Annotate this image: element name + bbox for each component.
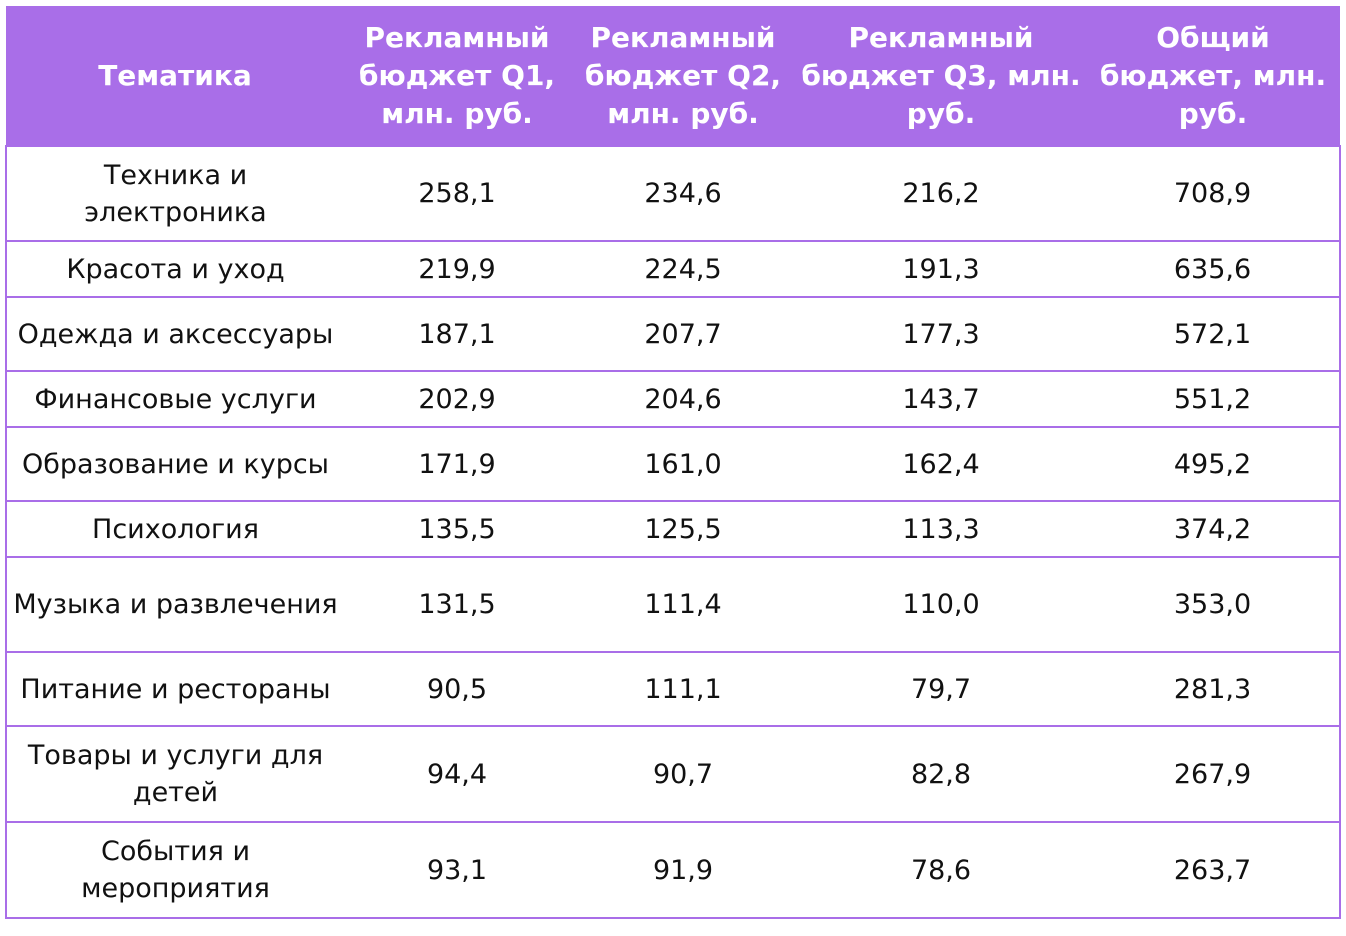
- q2-cell: 207,7: [570, 296, 796, 372]
- q2-cell: 91,9: [570, 821, 796, 919]
- q1-cell: 90,5: [344, 651, 570, 727]
- q2-cell: 204,6: [570, 370, 796, 428]
- topic-cell: Питание и рестораны: [5, 651, 344, 727]
- topic-cell: Одежда и аксессуары: [5, 296, 344, 372]
- header-q3-budget: Рекламный бюджет Q3, млн. руб.: [796, 6, 1086, 147]
- header-q1-budget: Рекламный бюджет Q1, млн. руб.: [344, 6, 570, 147]
- topic-cell: Техника и электроника: [5, 145, 344, 242]
- q3-cell: 177,3: [796, 296, 1086, 372]
- table-row: Психология 135,5 125,5 113,3 374,2: [5, 500, 1341, 558]
- q1-cell: 94,4: [344, 725, 570, 823]
- q1-cell: 135,5: [344, 500, 570, 558]
- q3-cell: 191,3: [796, 240, 1086, 298]
- q2-cell: 234,6: [570, 145, 796, 242]
- budget-table-container: Тематика Рекламный бюджет Q1, млн. руб. …: [5, 6, 1341, 919]
- table-row: Финансовые услуги 202,9 204,6 143,7 551,…: [5, 370, 1341, 428]
- total-cell: 551,2: [1086, 370, 1341, 428]
- total-cell: 495,2: [1086, 426, 1341, 502]
- table-row: Музыка и развлечения 131,5 111,4 110,0 3…: [5, 556, 1341, 653]
- total-cell: 635,6: [1086, 240, 1341, 298]
- table-row: События и мероприятия 93,1 91,9 78,6 263…: [5, 821, 1341, 919]
- header-topic: Тематика: [6, 6, 344, 147]
- total-cell: 267,9: [1086, 725, 1341, 823]
- topic-cell: Психология: [5, 500, 344, 558]
- q2-cell: 111,1: [570, 651, 796, 727]
- q2-cell: 90,7: [570, 725, 796, 823]
- q1-cell: 258,1: [344, 145, 570, 242]
- table-row: Красота и уход 219,9 224,5 191,3 635,6: [5, 240, 1341, 298]
- q2-cell: 161,0: [570, 426, 796, 502]
- total-cell: 281,3: [1086, 651, 1341, 727]
- q3-cell: 143,7: [796, 370, 1086, 428]
- table-row: Образование и курсы 171,9 161,0 162,4 49…: [5, 426, 1341, 502]
- total-cell: 708,9: [1086, 145, 1341, 242]
- total-cell: 374,2: [1086, 500, 1341, 558]
- total-cell: 263,7: [1086, 821, 1341, 919]
- table-row: Техника и электроника 258,1 234,6 216,2 …: [5, 145, 1341, 242]
- q1-cell: 93,1: [344, 821, 570, 919]
- q3-cell: 162,4: [796, 426, 1086, 502]
- header-q2-budget: Рекламный бюджет Q2, млн. руб.: [570, 6, 796, 147]
- header-row: Тематика Рекламный бюджет Q1, млн. руб. …: [6, 6, 1340, 147]
- topic-cell: Финансовые услуги: [5, 370, 344, 428]
- total-cell: 572,1: [1086, 296, 1341, 372]
- q3-cell: 78,6: [796, 821, 1086, 919]
- q2-cell: 125,5: [570, 500, 796, 558]
- topic-cell: Красота и уход: [5, 240, 344, 298]
- table-row: Одежда и аксессуары 187,1 207,7 177,3 57…: [5, 296, 1341, 372]
- q3-cell: 216,2: [796, 145, 1086, 242]
- topic-cell: Образование и курсы: [5, 426, 344, 502]
- total-cell: 353,0: [1086, 556, 1341, 653]
- q1-cell: 171,9: [344, 426, 570, 502]
- q1-cell: 187,1: [344, 296, 570, 372]
- advertising-budget-table: Тематика Рекламный бюджет Q1, млн. руб. …: [5, 6, 1341, 919]
- q1-cell: 131,5: [344, 556, 570, 653]
- header-total-budget: Общий бюджет, млн. руб.: [1086, 6, 1340, 147]
- topic-cell: События и мероприятия: [5, 821, 344, 919]
- q3-cell: 82,8: [796, 725, 1086, 823]
- q2-cell: 224,5: [570, 240, 796, 298]
- topic-cell: Музыка и развлечения: [5, 556, 344, 653]
- table-row: Питание и рестораны 90,5 111,1 79,7 281,…: [5, 651, 1341, 727]
- q3-cell: 110,0: [796, 556, 1086, 653]
- q3-cell: 113,3: [796, 500, 1086, 558]
- topic-cell: Товары и услуги для детей: [5, 725, 344, 823]
- table-row: Товары и услуги для детей 94,4 90,7 82,8…: [5, 725, 1341, 823]
- q1-cell: 202,9: [344, 370, 570, 428]
- q2-cell: 111,4: [570, 556, 796, 653]
- q1-cell: 219,9: [344, 240, 570, 298]
- q3-cell: 79,7: [796, 651, 1086, 727]
